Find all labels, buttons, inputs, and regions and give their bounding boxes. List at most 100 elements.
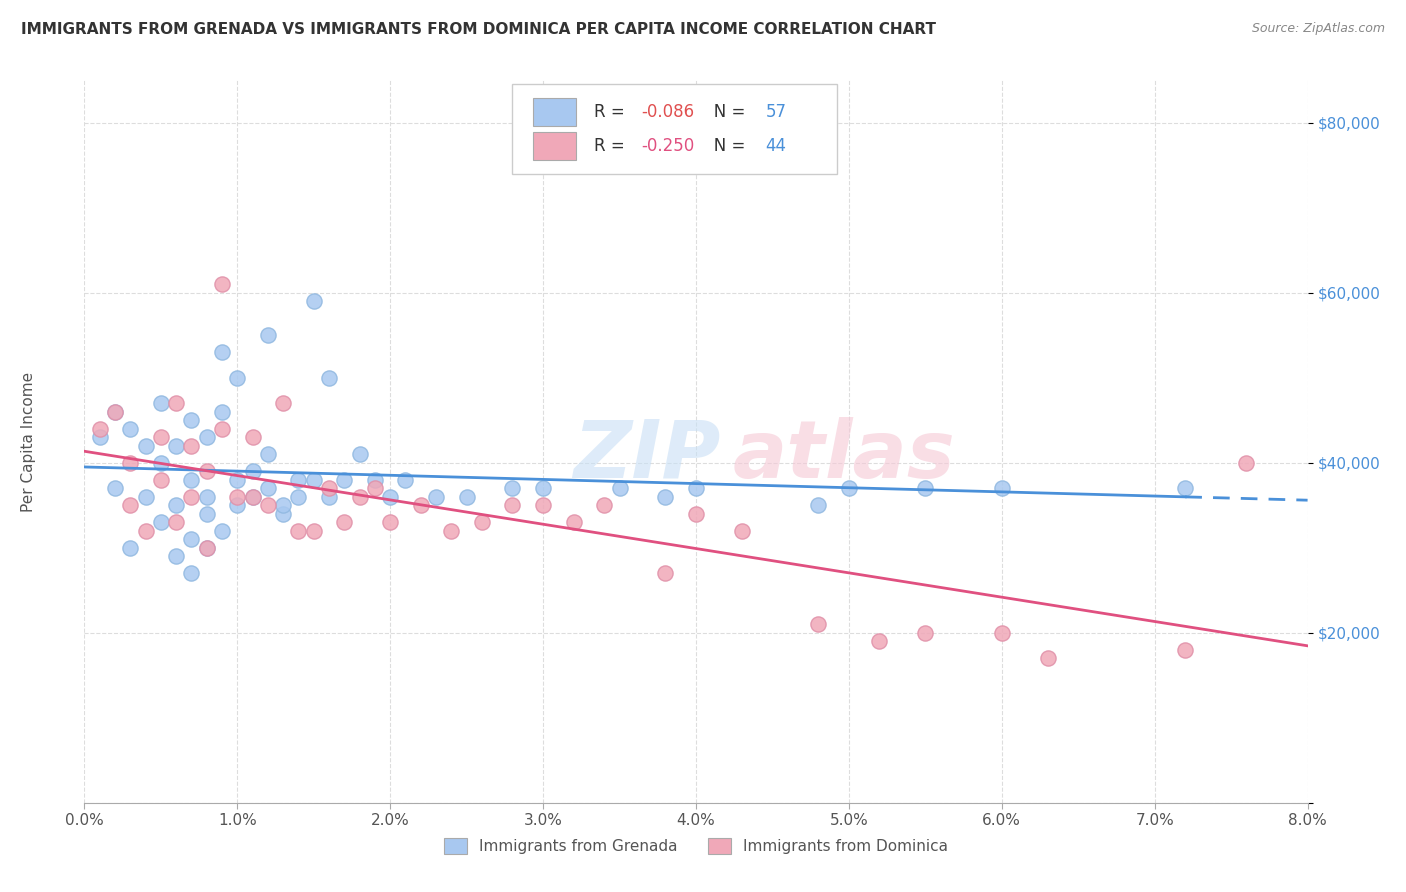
Point — [120, 498, 142, 512]
Point — [257, 481, 280, 495]
Point — [135, 490, 157, 504]
Point — [195, 490, 218, 504]
Point — [257, 328, 280, 343]
Point — [731, 524, 754, 538]
Point — [242, 430, 264, 444]
Point — [318, 490, 340, 504]
Point — [195, 464, 218, 478]
Point — [302, 294, 325, 309]
Point — [807, 498, 830, 512]
Text: 44: 44 — [766, 137, 787, 155]
Point — [195, 541, 218, 555]
Point — [226, 490, 249, 504]
Point — [593, 498, 616, 512]
Point — [180, 566, 202, 581]
Point — [349, 447, 371, 461]
Point — [180, 490, 202, 504]
Point — [180, 473, 202, 487]
Point — [287, 490, 309, 504]
Point — [165, 439, 187, 453]
Text: N =: N = — [699, 137, 751, 155]
Point — [180, 413, 202, 427]
Point — [349, 490, 371, 504]
Point — [531, 498, 554, 512]
Text: -0.086: -0.086 — [641, 103, 695, 121]
Legend: Immigrants from Grenada, Immigrants from Dominica: Immigrants from Grenada, Immigrants from… — [437, 832, 955, 860]
Point — [271, 396, 294, 410]
Text: Source: ZipAtlas.com: Source: ZipAtlas.com — [1251, 22, 1385, 36]
Point — [149, 430, 172, 444]
Text: R =: R = — [595, 137, 630, 155]
Point — [104, 405, 127, 419]
Point — [180, 533, 202, 547]
Point — [195, 507, 218, 521]
Point — [364, 481, 387, 495]
Point — [226, 473, 249, 487]
Point — [364, 473, 387, 487]
Point — [149, 516, 172, 530]
Point — [242, 464, 264, 478]
Point — [287, 524, 309, 538]
Point — [271, 507, 294, 521]
Point — [609, 481, 631, 495]
Point — [257, 498, 280, 512]
Point — [1174, 481, 1197, 495]
FancyBboxPatch shape — [513, 84, 837, 174]
Text: R =: R = — [595, 103, 630, 121]
Point — [1236, 456, 1258, 470]
Point — [211, 524, 233, 538]
Point — [89, 422, 111, 436]
Point — [471, 516, 494, 530]
Point — [165, 396, 187, 410]
Point — [271, 498, 294, 512]
FancyBboxPatch shape — [533, 98, 576, 126]
Point — [195, 541, 218, 555]
Point — [195, 430, 218, 444]
Point — [654, 490, 676, 504]
Point — [333, 473, 356, 487]
Point — [165, 516, 187, 530]
Point — [120, 456, 142, 470]
Text: 57: 57 — [766, 103, 787, 121]
Point — [333, 516, 356, 530]
Text: -0.250: -0.250 — [641, 137, 695, 155]
Point — [456, 490, 478, 504]
Point — [502, 481, 524, 495]
Point — [380, 490, 402, 504]
Y-axis label: Per Capita Income: Per Capita Income — [21, 371, 35, 512]
Point — [302, 524, 325, 538]
Point — [991, 481, 1014, 495]
Point — [226, 498, 249, 512]
Point — [89, 430, 111, 444]
Point — [1174, 642, 1197, 657]
Point — [302, 473, 325, 487]
Point — [149, 456, 172, 470]
Point — [135, 439, 157, 453]
Text: ZIP: ZIP — [574, 417, 720, 495]
Point — [211, 345, 233, 359]
Point — [807, 617, 830, 632]
Point — [318, 371, 340, 385]
Point — [104, 405, 127, 419]
Point — [226, 371, 249, 385]
Point — [685, 481, 707, 495]
Point — [685, 507, 707, 521]
Point — [257, 447, 280, 461]
Point — [380, 516, 402, 530]
Point — [211, 422, 233, 436]
Point — [135, 524, 157, 538]
Point — [991, 625, 1014, 640]
Point — [838, 481, 860, 495]
Text: IMMIGRANTS FROM GRENADA VS IMMIGRANTS FROM DOMINICA PER CAPITA INCOME CORRELATIO: IMMIGRANTS FROM GRENADA VS IMMIGRANTS FR… — [21, 22, 936, 37]
Point — [120, 422, 142, 436]
Point — [502, 498, 524, 512]
Point — [180, 439, 202, 453]
FancyBboxPatch shape — [533, 132, 576, 160]
Point — [869, 634, 891, 648]
Point — [1036, 651, 1059, 665]
Point — [654, 566, 676, 581]
Point — [394, 473, 416, 487]
Point — [562, 516, 585, 530]
Point — [425, 490, 447, 504]
Text: N =: N = — [699, 103, 751, 121]
